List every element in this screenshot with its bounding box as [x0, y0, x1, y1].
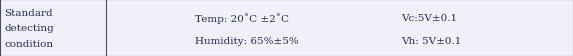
Text: Vh: 5V±0.1: Vh: 5V±0.1: [401, 36, 461, 45]
Text: Temp: 20˚C ±2˚C: Temp: 20˚C ±2˚C: [195, 13, 289, 24]
Text: Vc:5V±0.1: Vc:5V±0.1: [401, 14, 457, 23]
Text: condition: condition: [5, 39, 54, 48]
Text: Humidity: 65%±5%: Humidity: 65%±5%: [195, 36, 299, 45]
Text: Standard: Standard: [5, 9, 53, 18]
Text: detecting: detecting: [5, 24, 54, 32]
